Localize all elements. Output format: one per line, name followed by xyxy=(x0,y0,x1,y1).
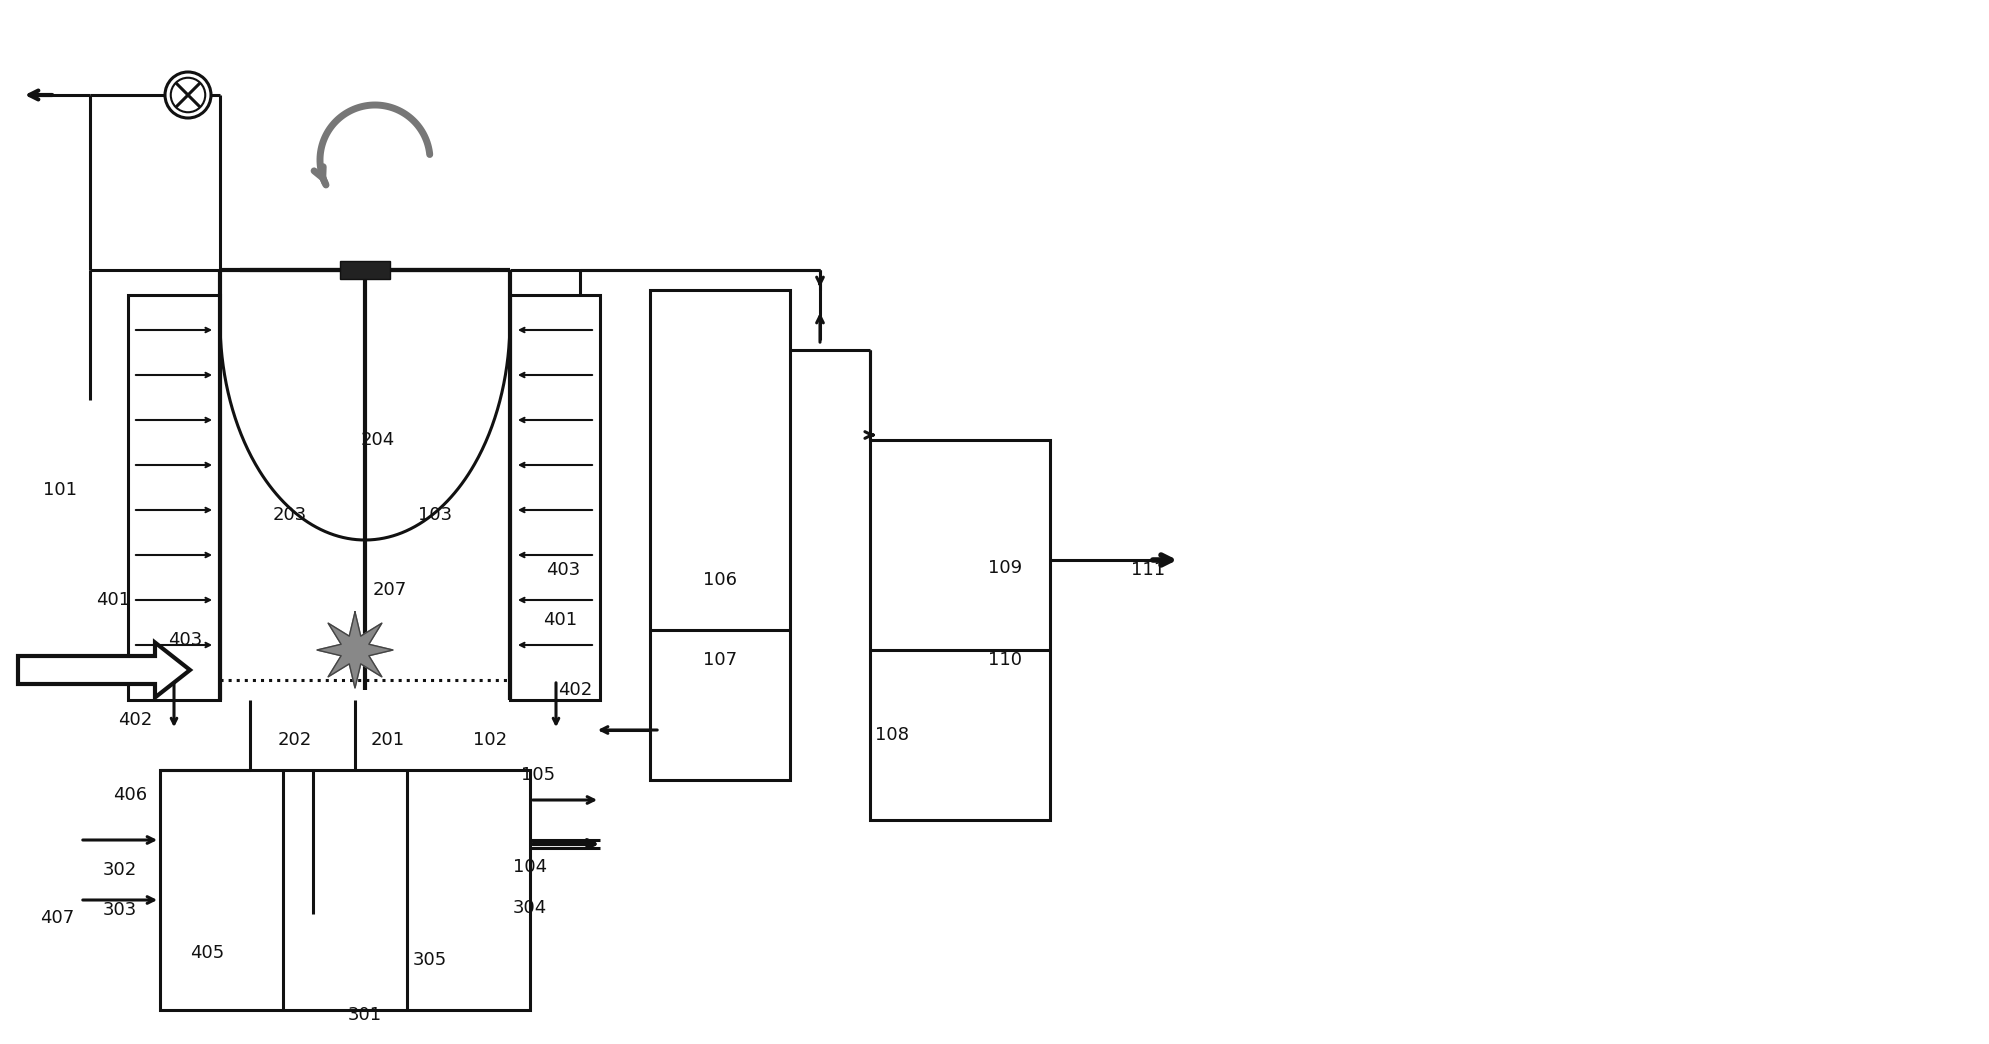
Text: 109: 109 xyxy=(987,559,1022,577)
Text: 203: 203 xyxy=(272,506,306,524)
Polygon shape xyxy=(316,612,392,688)
Text: 105: 105 xyxy=(521,766,555,784)
Bar xyxy=(509,295,601,699)
Text: 111: 111 xyxy=(1130,561,1164,579)
Bar xyxy=(159,770,529,1010)
Text: 407: 407 xyxy=(40,909,74,927)
Text: 202: 202 xyxy=(278,731,312,749)
Text: 102: 102 xyxy=(473,731,507,749)
Text: 204: 204 xyxy=(360,431,396,449)
Text: 104: 104 xyxy=(513,858,547,876)
Text: 103: 103 xyxy=(418,506,452,524)
Text: 106: 106 xyxy=(702,571,736,589)
Bar xyxy=(869,440,1050,820)
Text: 101: 101 xyxy=(44,481,78,499)
Text: 405: 405 xyxy=(189,944,225,962)
Text: 403: 403 xyxy=(167,631,203,649)
Text: 302: 302 xyxy=(103,861,137,879)
Text: 108: 108 xyxy=(875,726,909,744)
Text: 301: 301 xyxy=(348,1006,382,1024)
Text: 403: 403 xyxy=(545,561,581,579)
Bar xyxy=(340,261,390,279)
Text: 402: 402 xyxy=(557,681,593,699)
Text: 401: 401 xyxy=(95,591,129,609)
Bar xyxy=(650,290,790,780)
Text: 201: 201 xyxy=(370,731,406,749)
Text: 110: 110 xyxy=(987,651,1022,669)
Text: 305: 305 xyxy=(412,951,448,969)
Text: 402: 402 xyxy=(117,711,151,729)
Text: 401: 401 xyxy=(543,611,577,628)
Text: 207: 207 xyxy=(372,582,408,599)
Bar xyxy=(127,295,221,699)
FancyArrow shape xyxy=(18,642,189,697)
Text: 406: 406 xyxy=(113,786,147,804)
Text: 304: 304 xyxy=(513,899,547,917)
Text: 303: 303 xyxy=(103,901,137,919)
Text: 107: 107 xyxy=(702,651,736,669)
